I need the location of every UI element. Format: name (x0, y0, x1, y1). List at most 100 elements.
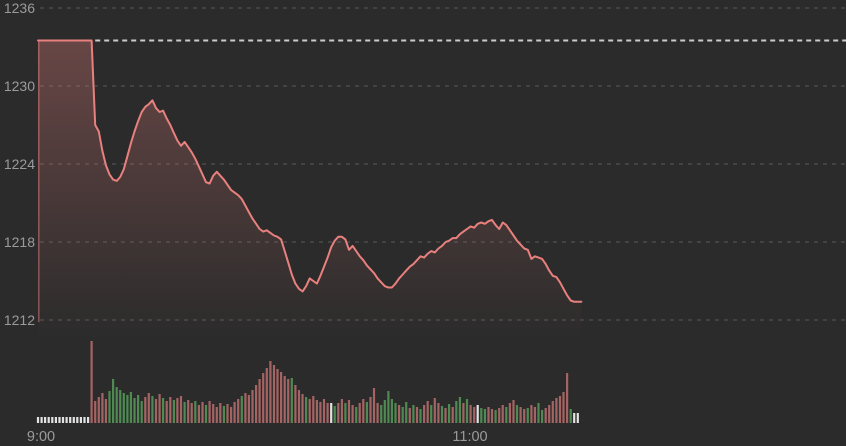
volume-bar (287, 379, 290, 423)
volume-bar (201, 402, 204, 423)
volume-bar (54, 417, 57, 423)
volume-bar (394, 403, 397, 423)
volume-bar (87, 417, 90, 423)
volume-bar (440, 406, 444, 423)
volume-bar (383, 400, 386, 423)
volume-bar (437, 403, 440, 423)
volume-bar (197, 405, 200, 423)
volume-bar (465, 399, 469, 423)
volume-bar (312, 396, 315, 423)
volume-bar (515, 405, 519, 423)
volume-bar (176, 398, 179, 423)
volume-bar (137, 395, 140, 423)
volume-bar (212, 404, 215, 423)
volume-bar (108, 391, 111, 423)
volume-bar (476, 405, 479, 423)
price-line (37, 39, 583, 303)
volume-bar (44, 417, 47, 423)
volume-bar (423, 405, 426, 423)
volume-bar (276, 369, 279, 423)
volume-bar (380, 405, 383, 423)
volume-bar (101, 393, 104, 423)
volume-bar (333, 406, 336, 423)
volume-bar (537, 403, 540, 423)
volume-bar (387, 391, 390, 423)
volume-bar (76, 417, 79, 423)
volume-bar (265, 368, 268, 423)
volume-bar (140, 401, 143, 423)
volume-bar (548, 405, 551, 423)
volume-bar (412, 405, 415, 423)
volume-bar (158, 394, 161, 423)
y-axis-label-1224: 1224 (4, 156, 35, 172)
volume-bar (376, 403, 379, 423)
volume-bar (69, 417, 72, 423)
volume-bar (505, 407, 508, 423)
volume-bar (340, 399, 343, 423)
y-axis-label-1230: 1230 (4, 78, 35, 94)
volume-bar (151, 396, 154, 423)
volume-bar (347, 400, 351, 423)
volume-bar (494, 410, 497, 423)
volume-bar (61, 417, 65, 423)
volume-bar (97, 397, 100, 423)
volume-bar (183, 402, 186, 423)
volume-bar (372, 388, 376, 423)
volume-bar (79, 417, 82, 423)
volume-bar (573, 413, 576, 423)
volume-bar (551, 401, 554, 423)
volume-bar (473, 407, 476, 423)
volume-bar (405, 402, 408, 423)
volume-bar (94, 401, 97, 423)
volume-bar (204, 405, 208, 423)
x-axis-label-11-00: 11:00 (452, 429, 487, 445)
volume-bar (362, 399, 365, 423)
volume-bar (115, 387, 118, 423)
x-axis-label-9-00: 9:00 (27, 429, 55, 445)
volume-bar (280, 372, 283, 423)
y-axis-label-1218: 1218 (4, 234, 35, 250)
volume-bar (251, 390, 254, 423)
volume-bar (351, 405, 354, 423)
volume-bar (290, 378, 293, 423)
volume-bar (426, 401, 429, 423)
volume-bar (122, 393, 125, 423)
volume-bar (194, 401, 197, 423)
volume-bar (126, 395, 129, 423)
volume-bar (541, 410, 544, 423)
volume-bar (83, 417, 86, 423)
volume-bar (283, 376, 286, 423)
volume-bar (358, 403, 361, 423)
volume-bar (208, 401, 211, 423)
volume-bar (555, 398, 558, 423)
y-axis-label-1236: 1236 (4, 0, 35, 16)
volume-bar (326, 403, 329, 423)
volume-bar (458, 397, 461, 423)
volume-bar (469, 405, 472, 423)
volume-bar (154, 399, 158, 423)
volume-bar (237, 399, 240, 423)
volume-bar (519, 407, 522, 423)
volume-bar (244, 393, 247, 423)
volume-bar (294, 385, 297, 423)
volume-bar (104, 399, 107, 423)
volume-bar (119, 390, 122, 423)
volume-bar (297, 390, 301, 423)
volume-bar (301, 394, 304, 423)
volume-bar (483, 409, 486, 423)
volume-bar (337, 403, 340, 423)
volume-bar (562, 392, 565, 423)
volume-bar (215, 407, 218, 423)
volume-bar (530, 405, 533, 423)
volume-bar (490, 409, 494, 423)
volume-bar (219, 403, 222, 423)
volume-bar (40, 417, 43, 423)
volume-bar (544, 408, 547, 423)
volume-bar (369, 397, 372, 423)
volume-bar (498, 408, 501, 423)
y-axis-label-1212: 1212 (4, 312, 35, 328)
volume-bar (58, 417, 61, 423)
volume-bar (247, 395, 250, 423)
